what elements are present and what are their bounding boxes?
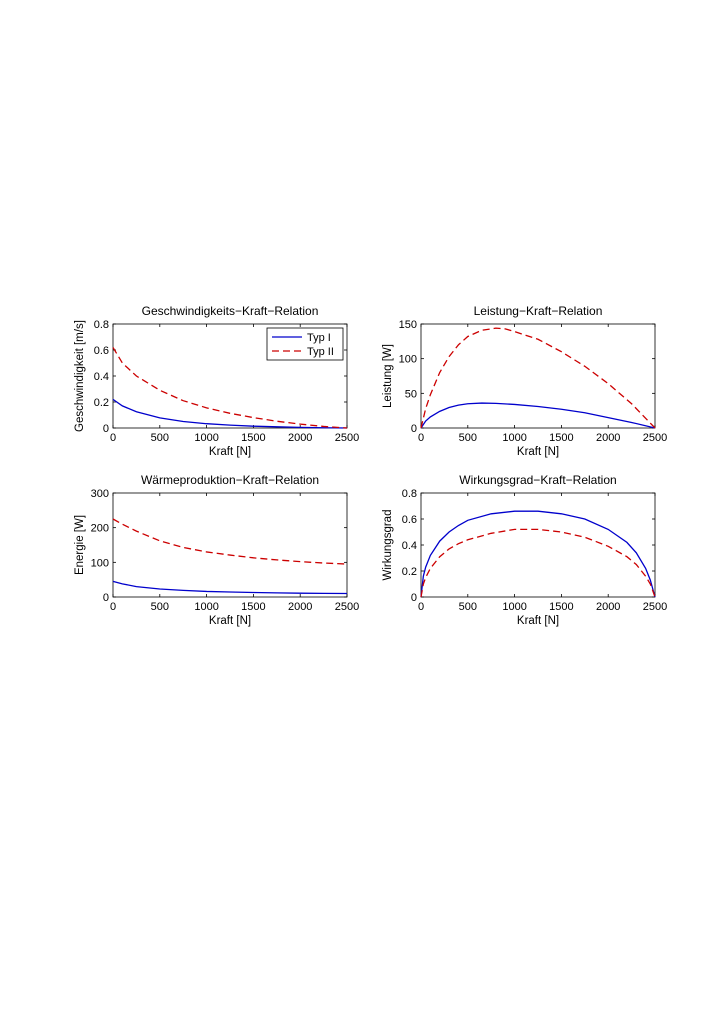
series-line-typ-ii <box>112 518 348 565</box>
x-tick-label: 500 <box>459 432 477 444</box>
y-tick-label: 100 <box>399 354 417 366</box>
legend-box <box>266 327 344 361</box>
series-line-typ-ii <box>420 528 656 598</box>
x-axis-label: Kraft [N] <box>517 446 559 458</box>
y-tick-label: 0.6 <box>402 514 417 526</box>
y-tick-label: 200 <box>91 523 109 535</box>
x-axis-label: Kraft [N] <box>209 446 251 458</box>
x-tick-label: 2500 <box>335 601 359 613</box>
chart-title: Leistung−Kraft−Relation <box>474 304 603 318</box>
y-tick-label: 0 <box>103 592 109 604</box>
x-tick-label: 0 <box>418 601 424 613</box>
y-tick-label: 100 <box>91 557 109 569</box>
x-tick-label: 2000 <box>596 432 620 444</box>
x-tick-label: 2000 <box>596 601 620 613</box>
x-tick-label: 1500 <box>241 432 265 444</box>
y-tick-label: 0.2 <box>94 397 109 409</box>
series-line-typ-i <box>112 398 348 429</box>
y-tick-label: 0 <box>411 423 417 435</box>
y-axis-label: Wirkungsgrad <box>382 510 394 581</box>
subplot-4: 0 500 1000 1500 2000 2500 0 0.2 0.4 0.6 0.8 Wirkung… <box>382 473 667 627</box>
y-tick-label: 300 <box>91 488 109 500</box>
legend-label: Typ I <box>307 332 331 344</box>
x-tick-label: 2500 <box>643 601 667 613</box>
x-axis-label: Kraft [N] <box>517 615 559 627</box>
x-tick-label: 500 <box>151 432 169 444</box>
plot-frame <box>420 323 656 429</box>
y-tick-label: 0.4 <box>94 371 109 383</box>
x-tick-label: 1500 <box>549 601 573 613</box>
x-tick-label: 0 <box>110 432 116 444</box>
y-tick-label: 0.8 <box>94 319 109 331</box>
x-tick-label: 2000 <box>288 601 312 613</box>
plot-frame <box>420 492 656 598</box>
subplot-1: 0 500 1000 1500 2000 2500 0 0.2 0.4 0.6 0.8 Geschwi… <box>74 304 359 458</box>
y-tick-label: 0.4 <box>402 540 417 552</box>
x-tick-label: 1000 <box>502 432 526 444</box>
x-axis-label: Kraft [N] <box>209 615 251 627</box>
y-tick-label: 0.2 <box>402 566 417 578</box>
x-tick-label: 1000 <box>502 601 526 613</box>
series-line-typ-i <box>420 510 656 598</box>
x-tick-label: 1500 <box>549 432 573 444</box>
subplot-2: 0 500 1000 1500 2000 2500 0 50 100 150 Leistung−Kr… <box>382 304 667 458</box>
chart-title: Wärmeproduktion−Kraft−Relation <box>141 473 319 487</box>
chart-title: Wirkungsgrad−Kraft−Relation <box>459 473 616 487</box>
y-tick-label: 0.8 <box>402 488 417 500</box>
x-tick-label: 2000 <box>288 432 312 444</box>
plot-frame <box>112 492 348 598</box>
y-axis-label: Energie [W] <box>74 515 86 575</box>
series-line-typ-ii <box>112 347 348 429</box>
x-tick-label: 1500 <box>241 601 265 613</box>
series-line-typ-ii <box>420 327 656 429</box>
x-tick-label: 2500 <box>335 432 359 444</box>
y-tick-label: 0 <box>411 592 417 604</box>
y-tick-label: 0.6 <box>94 345 109 357</box>
legend-label: Typ II <box>307 346 334 358</box>
x-tick-label: 500 <box>459 601 477 613</box>
subplot-3: 0 500 1000 1500 2000 2500 0 100 200 300 Wärmeprodu… <box>74 473 359 627</box>
x-tick-label: 2500 <box>643 432 667 444</box>
y-tick-label: 0 <box>103 423 109 435</box>
series-line-typ-i <box>420 402 656 429</box>
x-tick-label: 0 <box>110 601 116 613</box>
y-tick-label: 50 <box>405 388 417 400</box>
chart-title: Geschwindigkeits−Kraft−Relation <box>142 304 319 318</box>
series-line-typ-i <box>112 580 348 595</box>
legend: Typ I Typ II <box>266 327 344 361</box>
y-axis-label: Geschwindigkeit [m/s] <box>74 320 86 432</box>
x-tick-label: 500 <box>151 601 169 613</box>
y-tick-label: 150 <box>399 319 417 331</box>
y-axis-label: Leistung [W] <box>382 344 394 408</box>
x-tick-label: 1000 <box>194 432 218 444</box>
x-tick-label: 1000 <box>194 601 218 613</box>
x-tick-label: 0 <box>418 432 424 444</box>
